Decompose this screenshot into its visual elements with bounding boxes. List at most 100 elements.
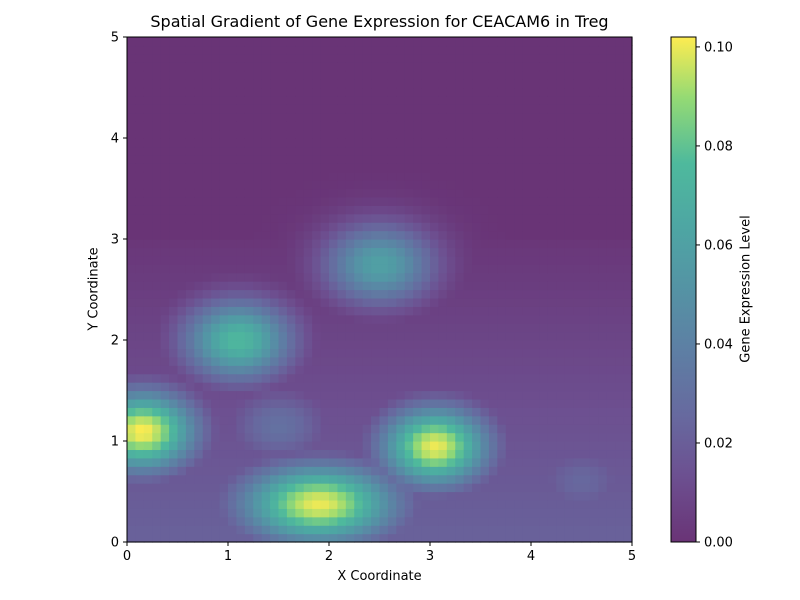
heatmap-cell	[556, 306, 566, 316]
heatmap-cell	[505, 37, 515, 47]
heatmap-cell	[371, 188, 381, 198]
heatmap-cell	[531, 432, 541, 442]
heatmap-cell	[270, 138, 280, 148]
heatmap-cell	[547, 53, 557, 63]
heatmap-cell	[236, 525, 246, 535]
heatmap-cell	[312, 146, 322, 156]
heatmap-cell	[127, 331, 137, 341]
heatmap-cell	[211, 255, 221, 265]
heatmap-cell	[312, 533, 322, 543]
heatmap-cell	[455, 415, 465, 425]
heatmap-cell	[219, 281, 229, 291]
heatmap-cell	[329, 474, 339, 484]
heatmap-cell	[236, 146, 246, 156]
heatmap-cell	[362, 62, 372, 72]
heatmap-cell	[488, 382, 498, 392]
heatmap-cell	[589, 222, 599, 232]
heatmap-cell	[143, 306, 153, 316]
heatmap-cell	[169, 79, 179, 89]
heatmap-cell	[623, 323, 633, 333]
heatmap-cell	[337, 138, 347, 148]
heatmap-cell	[564, 138, 574, 148]
heatmap-cell	[160, 340, 170, 350]
heatmap-cell	[253, 297, 263, 307]
heatmap-cell	[446, 297, 456, 307]
heatmap-cell	[455, 45, 465, 55]
heatmap-cell	[286, 171, 296, 181]
heatmap-cell	[615, 457, 625, 467]
heatmap-cell	[556, 407, 566, 417]
heatmap-cell	[228, 230, 238, 240]
heatmap-cell	[505, 213, 515, 223]
heatmap-cell	[261, 297, 271, 307]
heatmap-cell	[211, 62, 221, 72]
heatmap-cell	[160, 222, 170, 232]
heatmap-cell	[387, 466, 397, 476]
x-tick-label: 5	[628, 549, 636, 564]
heatmap-cell	[531, 188, 541, 198]
heatmap-cell	[177, 62, 187, 72]
heatmap-cell	[564, 382, 574, 392]
heatmap-cell	[270, 474, 280, 484]
heatmap-cell	[303, 314, 313, 324]
heatmap-cell	[522, 365, 532, 375]
heatmap-cell	[615, 121, 625, 131]
heatmap-cell	[127, 432, 137, 442]
heatmap-cell	[421, 365, 431, 375]
heatmap-cell	[135, 45, 145, 55]
heatmap-cell	[219, 95, 229, 105]
heatmap-cell	[185, 104, 195, 114]
heatmap-cell	[421, 239, 431, 249]
heatmap-cell	[261, 272, 271, 282]
heatmap-cell	[505, 112, 515, 122]
heatmap-cell	[387, 239, 397, 249]
heatmap-cell	[261, 314, 271, 324]
heatmap-cell	[539, 424, 549, 434]
heatmap-cell	[396, 466, 406, 476]
heatmap-cell	[253, 508, 263, 518]
heatmap-cell	[345, 441, 355, 451]
heatmap-cell	[598, 441, 608, 451]
heatmap-cell	[488, 415, 498, 425]
heatmap-cell	[564, 390, 574, 400]
heatmap-cell	[615, 129, 625, 139]
heatmap-cell	[253, 306, 263, 316]
heatmap-cell	[194, 525, 204, 535]
heatmap-cell	[564, 70, 574, 80]
heatmap-cell	[522, 491, 532, 501]
heatmap-cell	[345, 104, 355, 114]
heatmap-cell	[329, 382, 339, 392]
heatmap-cell	[169, 533, 179, 543]
heatmap-cell	[143, 365, 153, 375]
heatmap-cell	[286, 533, 296, 543]
heatmap-cell	[438, 281, 448, 291]
heatmap-cell	[497, 45, 507, 55]
heatmap-cell	[581, 415, 591, 425]
heatmap-cell	[480, 255, 490, 265]
heatmap-cell	[455, 104, 465, 114]
heatmap-cell	[413, 255, 423, 265]
heatmap-cell	[127, 407, 137, 417]
heatmap-cell	[438, 348, 448, 358]
heatmap-cell	[270, 365, 280, 375]
heatmap-cell	[253, 525, 263, 535]
heatmap-cell	[169, 222, 179, 232]
heatmap-cell	[371, 373, 381, 383]
heatmap-cell	[556, 188, 566, 198]
heatmap-cell	[143, 508, 153, 518]
heatmap-cell	[295, 331, 305, 341]
heatmap-cell	[160, 188, 170, 198]
heatmap-cell	[404, 483, 414, 493]
heatmap-cell	[387, 474, 397, 484]
heatmap-cell	[480, 247, 490, 257]
heatmap-cell	[261, 264, 271, 274]
heatmap-cell	[547, 365, 557, 375]
heatmap-cell	[152, 87, 162, 97]
heatmap-cell	[514, 491, 524, 501]
heatmap-cell	[472, 62, 482, 72]
heatmap-cell	[446, 239, 456, 249]
heatmap-cell	[379, 516, 389, 526]
heatmap-cell	[362, 348, 372, 358]
heatmap-cell	[345, 365, 355, 375]
heatmap-cell	[143, 272, 153, 282]
